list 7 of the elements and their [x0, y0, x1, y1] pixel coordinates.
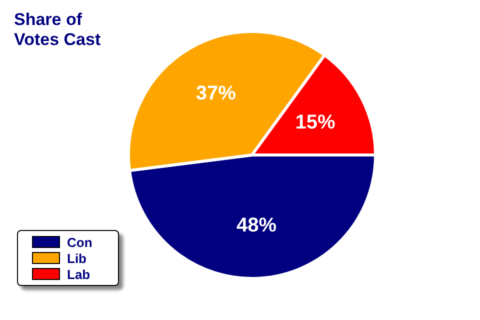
legend-label: Con [67, 234, 92, 250]
legend-label: Lab [67, 266, 90, 282]
legend-label: Lib [67, 250, 86, 266]
data-label: 48% [236, 214, 277, 236]
data-label: 37% [196, 82, 236, 104]
data-label: 15% [295, 111, 336, 134]
chart-title: Share of Votes Cast [14, 10, 102, 50]
